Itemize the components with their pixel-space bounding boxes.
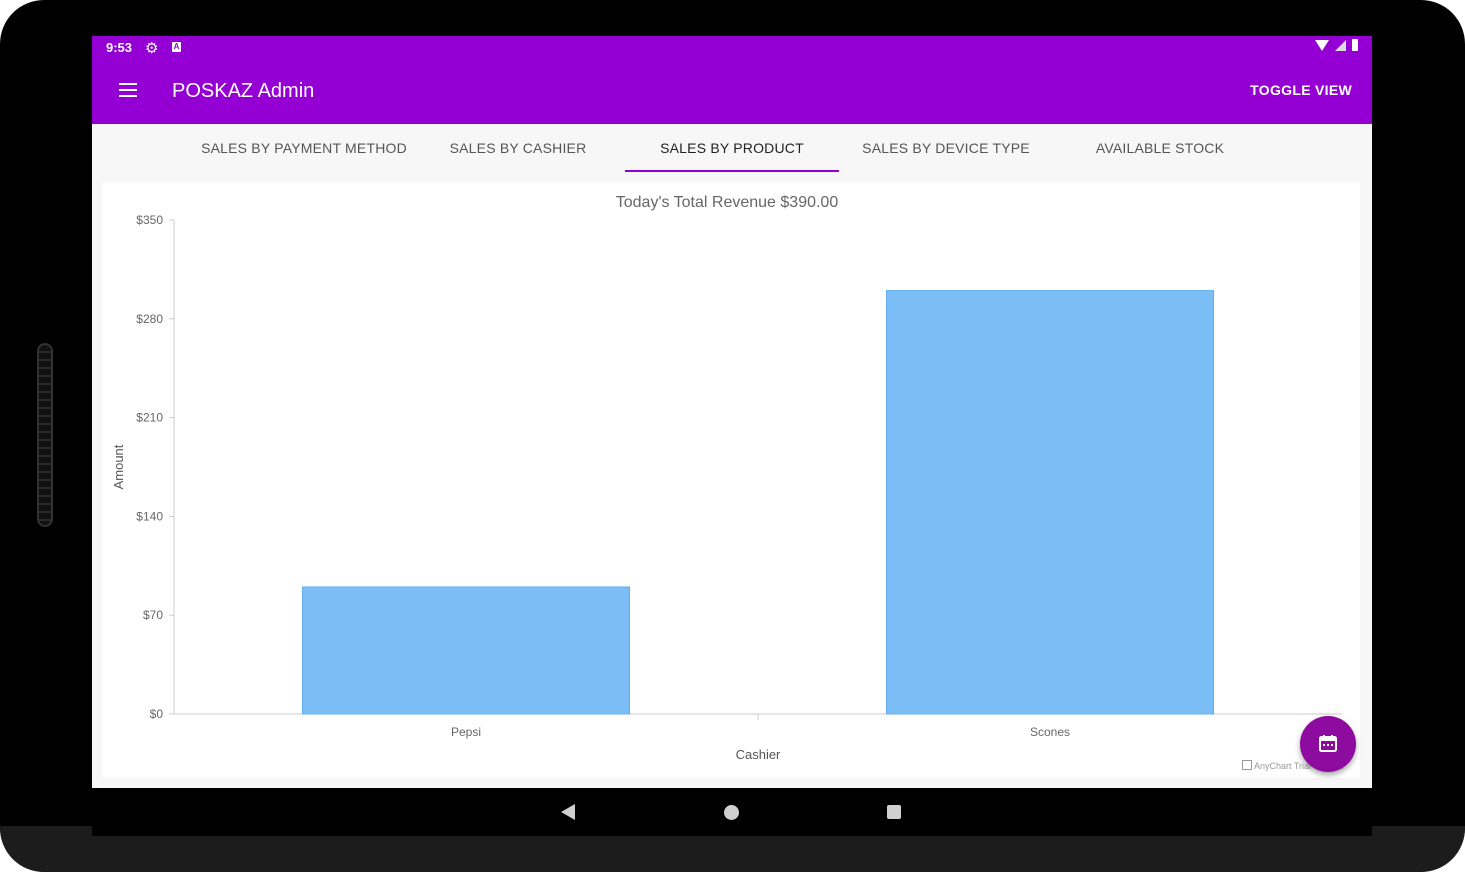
calendar-icon — [1319, 735, 1337, 752]
anychart-logo-icon — [1242, 760, 1252, 770]
bar-chart: Today's Total Revenue $390.00 Amount Cas… — [111, 194, 1342, 762]
signal-icon — [1335, 39, 1346, 51]
credits-text: AnyChart Trial Version — [1254, 761, 1344, 771]
screen: 9:53 ⚙ A POSKAZ Admin TOGGLE VIEW SALES … — [92, 36, 1372, 836]
y-axis-label: Amount — [111, 444, 126, 489]
status-icons — [1315, 39, 1358, 51]
y-tick-label: $0 — [150, 707, 164, 721]
y-tick-label: $70 — [143, 608, 163, 622]
home-icon[interactable] — [724, 805, 739, 820]
app-bar: POSKAZ Admin TOGGLE VIEW — [92, 60, 1372, 124]
tab-bar: SALES BY PAYMENT METHOD SALES BY CASHIER… — [92, 124, 1372, 182]
y-tick-label: $350 — [136, 213, 163, 227]
x-tick-label: Scones — [1030, 725, 1070, 739]
active-tab-indicator — [625, 170, 839, 172]
a-notification-icon: A — [172, 42, 181, 52]
calendar-fab-button[interactable] — [1300, 716, 1356, 772]
y-tick-label: $140 — [136, 509, 163, 523]
battery-icon — [1352, 39, 1358, 51]
bar-pepsi — [301, 586, 631, 715]
hamburger-menu-icon[interactable] — [119, 83, 137, 97]
toggle-view-button[interactable]: TOGGLE VIEW — [1250, 82, 1352, 98]
side-speaker-grille — [37, 343, 53, 527]
gear-icon: ⚙ — [145, 40, 159, 57]
x-tick-label: Pepsi — [451, 725, 481, 739]
y-tick-label: $280 — [136, 312, 163, 326]
chart-area: Today's Total Revenue $390.00 Amount Cas… — [92, 182, 1372, 788]
tab-sales-by-payment-method[interactable]: SALES BY PAYMENT METHOD — [201, 140, 407, 156]
chart-card: Today's Total Revenue $390.00 Amount Cas… — [102, 182, 1360, 778]
app-title: POSKAZ Admin — [172, 80, 315, 102]
tab-sales-by-product[interactable]: SALES BY PRODUCT — [660, 140, 804, 156]
wifi-icon — [1315, 39, 1329, 51]
back-icon[interactable] — [561, 804, 575, 820]
chart-credits[interactable]: AnyChart Trial Version — [1242, 760, 1344, 771]
recents-icon[interactable] — [887, 805, 901, 819]
bar-scones — [885, 290, 1215, 715]
y-tick-label: $210 — [136, 411, 163, 425]
x-axis-label: Cashier — [736, 747, 781, 762]
navigation-bar — [92, 788, 1372, 836]
tab-available-stock[interactable]: AVAILABLE STOCK — [1095, 140, 1225, 156]
chart-title: Today's Total Revenue $390.00 — [616, 194, 839, 211]
tab-sales-by-cashier[interactable]: SALES BY CASHIER — [449, 140, 587, 156]
tab-sales-by-device-type[interactable]: SALES BY DEVICE TYPE — [862, 140, 1030, 156]
status-bar: 9:53 ⚙ A — [92, 36, 1372, 60]
status-time: 9:53 — [106, 40, 133, 55]
